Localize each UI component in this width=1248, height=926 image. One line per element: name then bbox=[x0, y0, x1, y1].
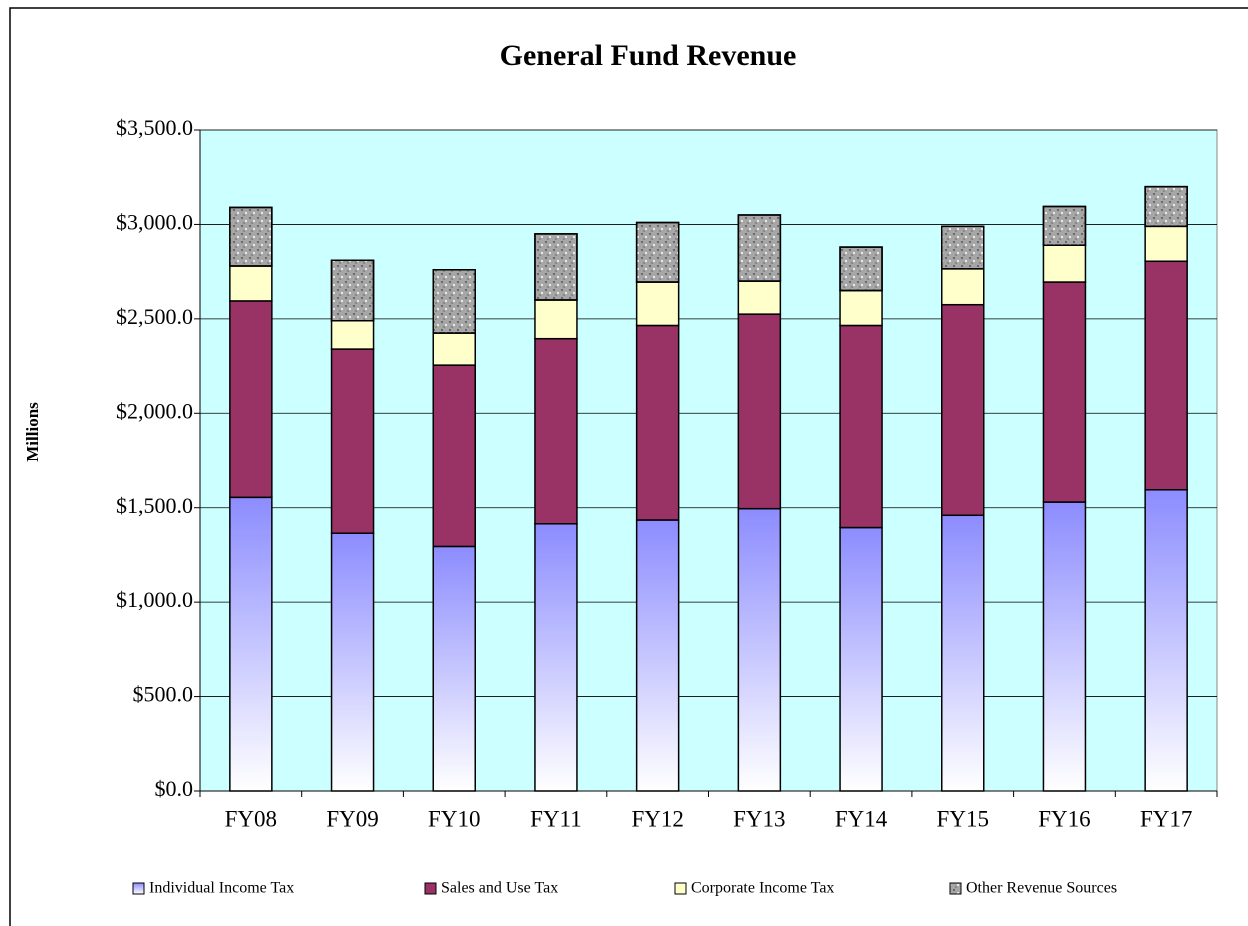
bar-segment bbox=[737, 507, 782, 792]
chart-title: General Fund Revenue bbox=[500, 39, 797, 72]
x-tick-label: FY12 bbox=[631, 806, 683, 831]
bar-segment bbox=[635, 324, 680, 521]
y-tick-label: $3,000.0 bbox=[116, 209, 193, 234]
y-tick-label: $2,000.0 bbox=[116, 398, 193, 423]
bar-texture bbox=[1144, 185, 1188, 228]
bar-segment bbox=[941, 268, 985, 306]
bar-segment bbox=[229, 265, 273, 302]
y-tick-label: $2,500.0 bbox=[116, 304, 193, 329]
y-tick-label: $3,500.0 bbox=[116, 115, 193, 140]
bar-segment bbox=[1042, 501, 1087, 792]
y-tick-label: $500.0 bbox=[133, 682, 194, 707]
x-tick-label: FY09 bbox=[326, 806, 378, 831]
legend-label: Sales and Use Tax bbox=[441, 880, 558, 897]
bar-segment bbox=[737, 280, 782, 315]
bar-segment bbox=[330, 319, 375, 350]
bar-segment bbox=[635, 281, 680, 327]
legend-label: Corporate Income Tax bbox=[691, 880, 834, 897]
bar-segment bbox=[839, 526, 883, 792]
legend-swatch bbox=[132, 882, 145, 895]
bar-segment bbox=[432, 364, 476, 548]
bar-texture bbox=[534, 233, 578, 301]
bar-texture bbox=[1042, 205, 1087, 246]
frame bbox=[9, 7, 1248, 926]
bar-segment bbox=[534, 299, 578, 340]
legend-label: Other Revenue Sources bbox=[966, 880, 1117, 897]
bar-segment bbox=[839, 324, 883, 529]
y-tick-label: $0.0 bbox=[155, 776, 194, 801]
bar-segment bbox=[1144, 225, 1188, 263]
bar-segment bbox=[229, 496, 273, 792]
bar-segment bbox=[941, 303, 985, 517]
bar-segment bbox=[737, 313, 782, 510]
bar-segment bbox=[534, 337, 578, 525]
bar-segment bbox=[330, 348, 375, 534]
x-tick-label: FY08 bbox=[225, 806, 277, 831]
bar-texture bbox=[229, 206, 273, 267]
bar-segment bbox=[432, 545, 476, 792]
bar-segment bbox=[1144, 260, 1188, 491]
bar-texture bbox=[737, 214, 782, 282]
x-tick-label: FY11 bbox=[530, 806, 582, 831]
bar-segment bbox=[1144, 489, 1188, 792]
bar-texture bbox=[635, 221, 680, 283]
bar-segment bbox=[432, 332, 476, 366]
bar-texture bbox=[839, 246, 883, 292]
bar-segment bbox=[330, 532, 375, 792]
x-tick-label: FY13 bbox=[733, 806, 785, 831]
legend-label: Individual Income Tax bbox=[149, 880, 294, 897]
bar-segment bbox=[941, 514, 985, 792]
x-tick-label: FY15 bbox=[937, 806, 989, 831]
x-tick-label: FY14 bbox=[835, 806, 888, 831]
bar-segment bbox=[1042, 244, 1087, 283]
x-tick-label: FY17 bbox=[1140, 806, 1192, 831]
bar-segment bbox=[229, 300, 273, 499]
x-tick-label: FY10 bbox=[428, 806, 480, 831]
y-tick-label: $1,000.0 bbox=[116, 587, 193, 612]
bar-segment bbox=[839, 289, 883, 327]
bar-texture bbox=[330, 259, 375, 322]
bar-texture bbox=[432, 269, 476, 334]
x-tick-label: FY16 bbox=[1038, 806, 1090, 831]
legend-swatch bbox=[424, 882, 437, 895]
bar-segment bbox=[534, 523, 578, 792]
legend-swatch bbox=[674, 882, 687, 895]
y-tick-label: $1,500.0 bbox=[116, 493, 193, 518]
y-axis-label: Millions bbox=[23, 402, 42, 462]
bar-texture bbox=[941, 225, 985, 270]
legend-texture bbox=[949, 882, 962, 895]
bar-segment bbox=[1042, 281, 1087, 503]
bar-segment bbox=[635, 519, 680, 792]
